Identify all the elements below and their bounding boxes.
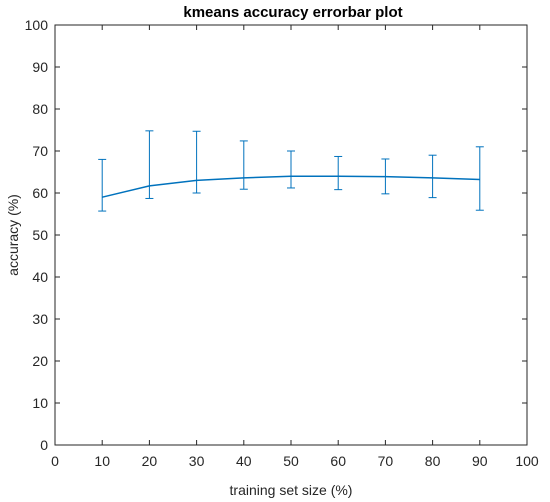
y-axis-label: accuracy (%)	[5, 194, 21, 276]
y-tick-label: 80	[32, 101, 48, 117]
errorbar	[98, 158, 107, 212]
errorbar	[145, 130, 154, 199]
x-axis: 0 10 20 30 40 50 60 70 80 90 100	[51, 25, 539, 469]
series-line	[102, 175, 480, 198]
errorbar	[239, 140, 248, 190]
y-tick-label: 30	[32, 311, 48, 327]
y-tick-label: 90	[32, 59, 48, 75]
x-tick-label: 10	[94, 453, 110, 469]
errorbar	[192, 130, 201, 194]
y-tick-label: 40	[32, 269, 48, 285]
y-tick-label: 50	[32, 227, 48, 243]
y-tick-label: 70	[32, 143, 48, 159]
y-tick-label: 20	[32, 353, 48, 369]
y-tick-label: 10	[32, 395, 48, 411]
y-tick-label: 60	[32, 185, 48, 201]
y-tick-label: 0	[40, 437, 48, 453]
y-axis: 0 10 20 30 40 50 60 70 80 90 100	[25, 17, 527, 453]
x-axis-label: training set size (%)	[230, 482, 353, 498]
x-tick-label: 40	[236, 453, 252, 469]
errorbar	[287, 150, 295, 189]
chart-title: kmeans accuracy errorbar plot	[183, 4, 402, 21]
x-tick-label: 90	[472, 453, 488, 469]
y-tick-label: 100	[25, 17, 49, 33]
plot-area-frame	[54, 24, 528, 446]
x-tick-label: 100	[515, 453, 539, 469]
x-tick-label: 70	[378, 453, 394, 469]
x-tick-label: 0	[51, 453, 59, 469]
x-tick-label: 20	[142, 453, 158, 469]
x-tick-label: 30	[189, 453, 205, 469]
errorbar	[334, 155, 343, 191]
errorbar	[475, 146, 484, 211]
x-tick-label: 50	[283, 453, 299, 469]
x-tick-label: 80	[425, 453, 441, 469]
errorbar	[428, 154, 437, 199]
series-layer	[98, 130, 484, 212]
x-tick-label: 60	[330, 453, 346, 469]
